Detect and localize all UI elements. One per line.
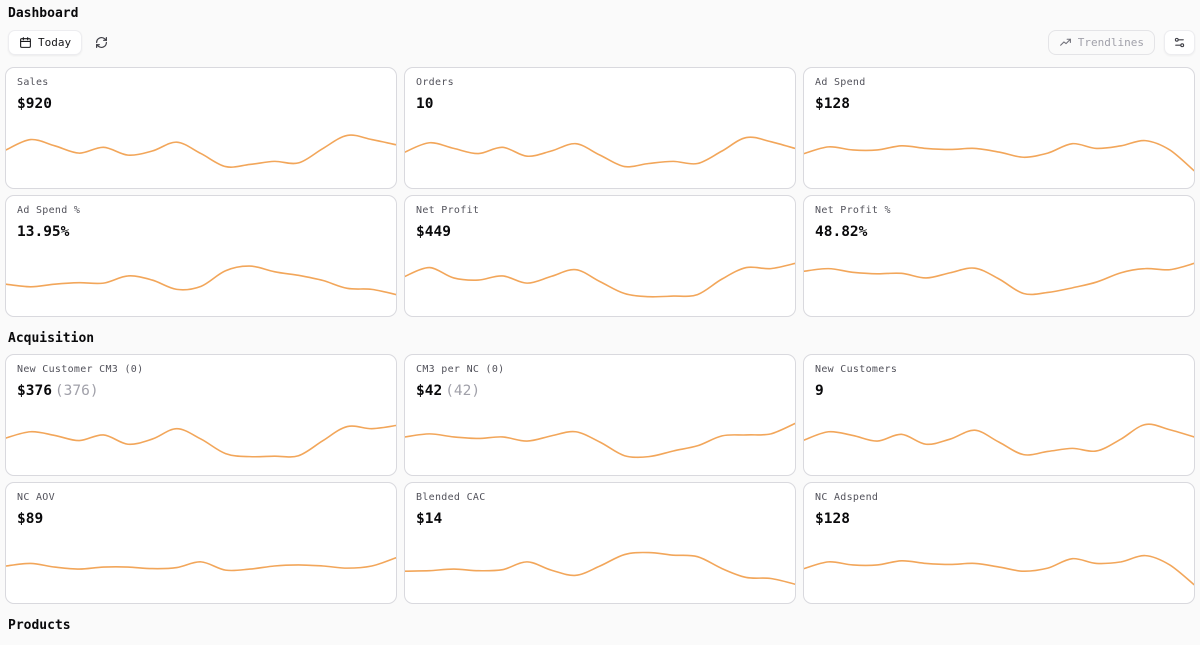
chart-settings-button[interactable] [1164, 30, 1195, 55]
metric-card: Ad Spend $128 [803, 67, 1195, 189]
today-button-label: Today [38, 36, 72, 49]
metric-value: $920 [17, 96, 52, 112]
metric-value-row: 10 [416, 96, 784, 112]
refresh-icon [95, 36, 108, 49]
metric-card: CM3 per NC (0) $42 (42) [404, 354, 796, 476]
section-heading-products: Products [8, 618, 71, 633]
metric-card: Ad Spend % 13.95% [5, 195, 397, 317]
metric-label: Blended CAC [416, 492, 486, 503]
metric-card: Blended CAC $14 [404, 482, 796, 604]
metric-card: Orders 10 [404, 67, 796, 189]
trendlines-toggle-button[interactable]: Trendlines [1047, 30, 1155, 55]
trendlines-button-label: Trendlines [1077, 36, 1144, 49]
metric-value-row: 13.95% [17, 224, 385, 240]
metric-value-row: $128 [815, 511, 1183, 527]
section-heading-acquisition: Acquisition [8, 331, 95, 346]
metric-value-row: $14 [416, 511, 784, 527]
metric-value: $128 [815, 511, 850, 527]
metric-label: Orders [416, 77, 454, 88]
metric-value: $128 [815, 96, 850, 112]
metric-secondary-value: (42) [445, 383, 481, 399]
metric-label: Net Profit % [815, 205, 891, 216]
metric-card: Net Profit % 48.82% [803, 195, 1195, 317]
metric-value: 48.82% [815, 224, 868, 240]
date-range-today-button[interactable]: Today [8, 30, 83, 55]
metric-label: New Customers [815, 364, 898, 375]
sliders-icon [1173, 36, 1186, 49]
sparkline-chart [804, 537, 1194, 595]
sparkline-chart [6, 122, 396, 180]
metric-card: NC AOV $89 [5, 482, 397, 604]
metric-value: $14 [416, 511, 443, 527]
metric-card: New Customer CM3 (0) $376 (376) [5, 354, 397, 476]
metric-label: Ad Spend % [17, 205, 81, 216]
sparkline-chart [405, 409, 795, 467]
metric-value-row: $376 (376) [17, 383, 385, 399]
metric-value-row: $89 [17, 511, 385, 527]
metrics-grid-main: Sales $920 Orders 10 Ad Spend $128 Ad Sp… [5, 67, 1195, 317]
toolbar: Today Trendlines [5, 30, 1195, 55]
metric-label: Sales [17, 77, 49, 88]
metric-value-row: 9 [815, 383, 1183, 399]
metric-value-row: $42 (42) [416, 383, 784, 399]
metric-label: New Customer CM3 (0) [17, 364, 144, 375]
toolbar-left: Today [5, 30, 112, 55]
metric-value-row: 48.82% [815, 224, 1183, 240]
metric-value: 10 [416, 96, 434, 112]
trendline-icon [1059, 36, 1072, 49]
metric-value: $376 [17, 383, 52, 399]
sparkline-chart [6, 250, 396, 308]
metric-card: Sales $920 [5, 67, 397, 189]
metric-value: 13.95% [17, 224, 70, 240]
metric-label: NC Adspend [815, 492, 879, 503]
metric-card: Net Profit $449 [404, 195, 796, 317]
metric-value-row: $449 [416, 224, 784, 240]
sparkline-chart [804, 250, 1194, 308]
sparkline-chart [405, 122, 795, 180]
metric-value: $42 [416, 383, 443, 399]
metric-label: NC AOV [17, 492, 55, 503]
metric-value-row: $128 [815, 96, 1183, 112]
metric-card: New Customers 9 [803, 354, 1195, 476]
page-title: Dashboard [8, 6, 79, 21]
metric-card: NC Adspend $128 [803, 482, 1195, 604]
metric-secondary-value: (376) [54, 383, 99, 399]
metric-value-row: $920 [17, 96, 385, 112]
toolbar-right: Trendlines [1047, 30, 1195, 55]
metric-value: $89 [17, 511, 44, 527]
metric-value: $449 [416, 224, 451, 240]
metric-label: Net Profit [416, 205, 480, 216]
refresh-button[interactable] [91, 30, 112, 55]
metric-value: 9 [815, 383, 824, 399]
calendar-icon [19, 36, 32, 49]
sparkline-chart [6, 409, 396, 467]
sparkline-chart [6, 537, 396, 595]
sparkline-chart [804, 122, 1194, 180]
sparkline-chart [405, 537, 795, 595]
metric-label: Ad Spend [815, 77, 866, 88]
sparkline-chart [405, 250, 795, 308]
metric-label: CM3 per NC (0) [416, 364, 505, 375]
sparkline-chart [804, 409, 1194, 467]
metrics-grid-acquisition: New Customer CM3 (0) $376 (376) CM3 per N… [5, 354, 1195, 604]
